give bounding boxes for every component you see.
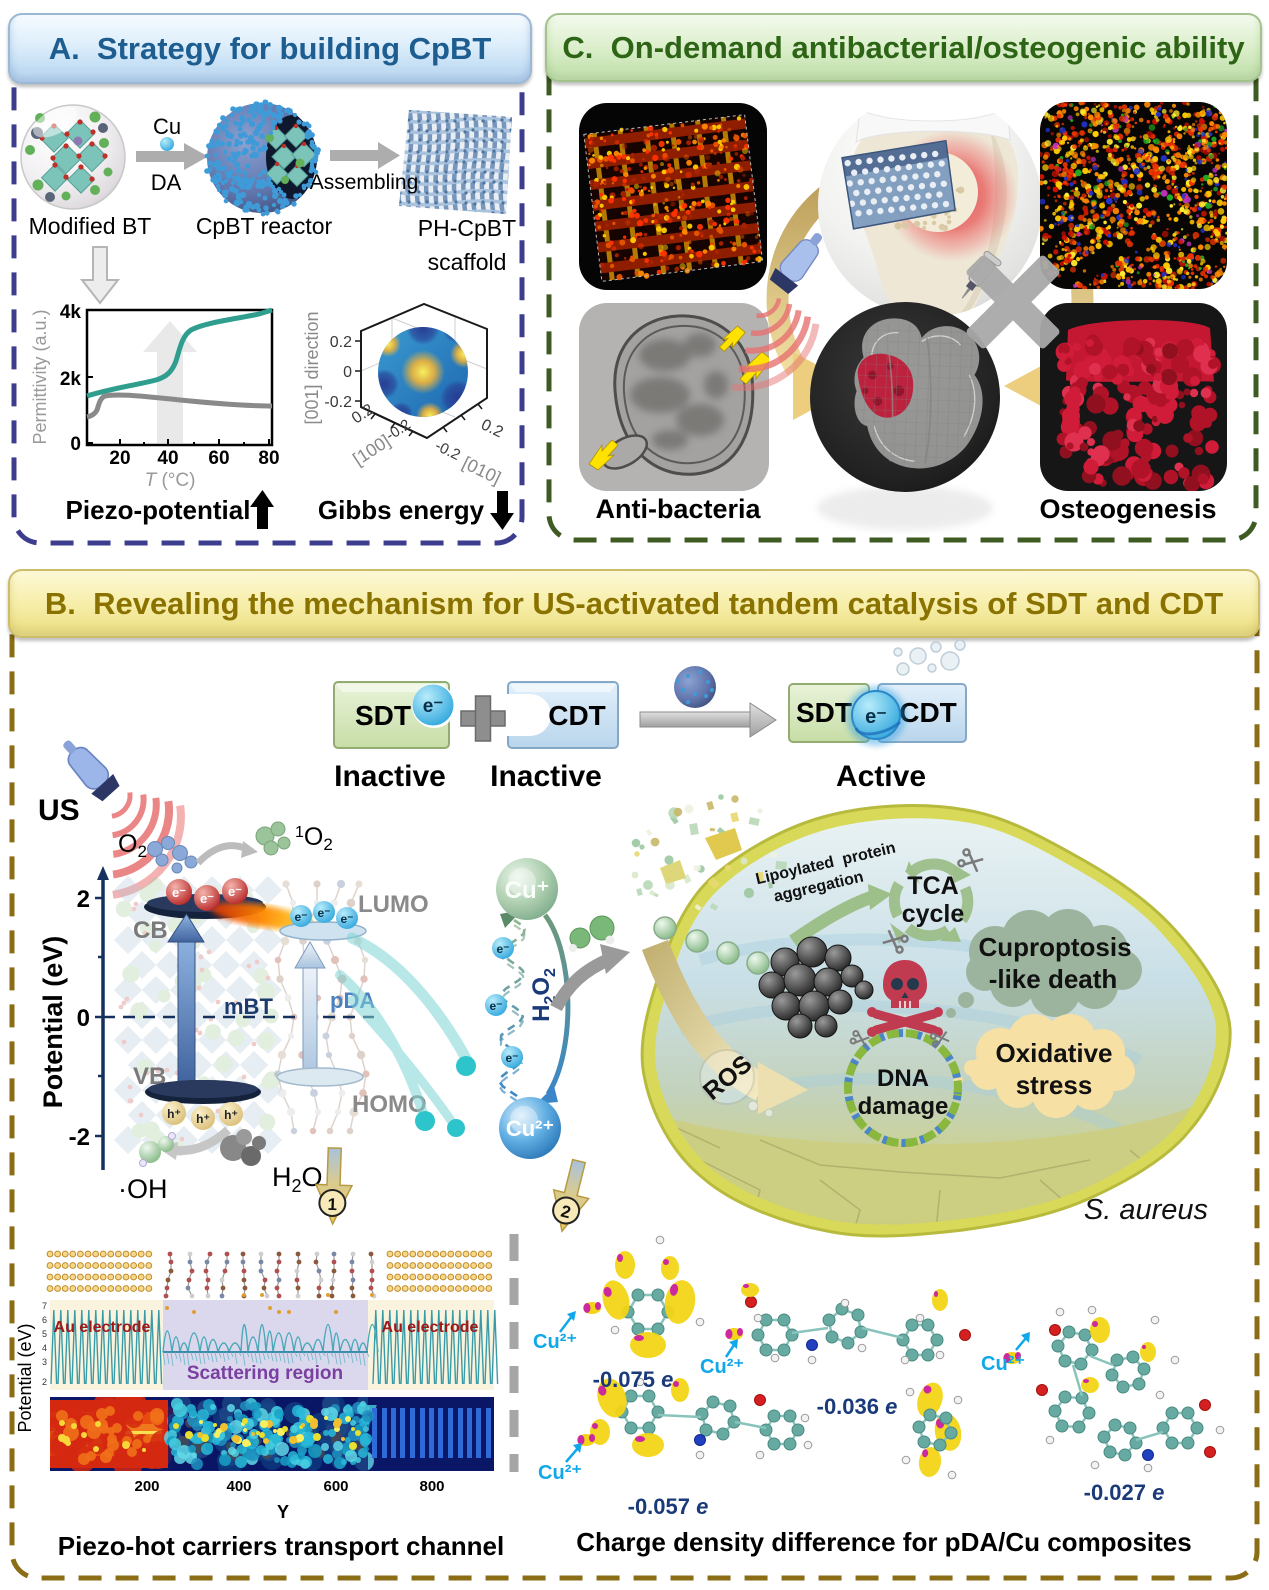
svg-text:Cu²⁺: Cu²⁺ (538, 1462, 582, 1484)
svg-text:h⁺: h⁺ (196, 1112, 210, 1126)
svg-text:Au electrode: Au electrode (54, 1319, 151, 1336)
svg-text:e⁻: e⁻ (340, 912, 353, 926)
svg-text:4k: 4k (60, 302, 82, 323)
svg-text:e⁻: e⁻ (294, 910, 307, 924)
svg-text:Piezo-potential: Piezo-potential (66, 495, 251, 525)
svg-text:-0.075 e: -0.075 e (593, 1367, 674, 1392)
svg-text:Charge density difference for: Charge density difference for pDA/Cu com… (576, 1527, 1191, 1557)
svg-text:7: 7 (42, 1301, 47, 1311)
svg-text:Au electrode: Au electrode (382, 1319, 479, 1336)
svg-text:1: 1 (327, 1195, 337, 1214)
svg-text:scaffold: scaffold (428, 249, 507, 275)
svg-text:LUMO: LUMO (358, 891, 429, 918)
svg-text:cycle: cycle (902, 900, 965, 928)
svg-text:0: 0 (343, 364, 352, 381)
svg-text:S. aureus: S. aureus (1084, 1194, 1208, 1226)
svg-text:0.2: 0.2 (330, 334, 352, 351)
svg-text:200: 200 (134, 1478, 159, 1495)
svg-text:e⁻: e⁻ (172, 885, 186, 900)
svg-text:80: 80 (258, 448, 279, 469)
svg-text:[001] direction: [001] direction (302, 311, 322, 424)
svg-text:1O2: 1O2 (295, 823, 333, 854)
svg-text:Cu²⁺: Cu²⁺ (700, 1356, 744, 1378)
svg-text:Cu²⁺: Cu²⁺ (506, 1116, 554, 1141)
svg-text:e⁻: e⁻ (200, 891, 214, 906)
svg-text:3: 3 (42, 1357, 47, 1367)
svg-text:-0.036 e: -0.036 e (817, 1394, 898, 1419)
svg-text:CB: CB (133, 917, 168, 944)
svg-text:6: 6 (42, 1315, 47, 1325)
svg-text:CDT: CDT (899, 697, 957, 728)
svg-text:Inactive: Inactive (334, 760, 446, 793)
svg-text:Cu⁺: Cu⁺ (505, 877, 550, 904)
svg-text:Cu²⁺: Cu²⁺ (981, 1353, 1025, 1375)
svg-text:e⁻: e⁻ (228, 884, 242, 899)
svg-text:US: US (38, 794, 80, 827)
svg-text:-2: -2 (69, 1124, 90, 1151)
svg-text:Potential (eV): Potential (eV) (38, 936, 68, 1109)
svg-text:SDT: SDT (796, 697, 852, 728)
svg-text:0: 0 (70, 434, 81, 455)
svg-text:Cu²⁺: Cu²⁺ (533, 1331, 577, 1353)
svg-text:2k: 2k (60, 369, 82, 390)
svg-text:Inactive: Inactive (490, 760, 602, 793)
svg-text:2: 2 (77, 886, 90, 913)
svg-text:600: 600 (323, 1478, 348, 1495)
svg-text:-0.057 e: -0.057 e (628, 1494, 709, 1519)
svg-text:damage: damage (858, 1093, 949, 1120)
svg-text:-0.2: -0.2 (324, 394, 352, 411)
svg-text:Cu: Cu (153, 114, 181, 139)
svg-text:40: 40 (157, 448, 178, 469)
svg-text:20: 20 (109, 448, 130, 469)
svg-text:PH-CpBT: PH-CpBT (418, 215, 516, 241)
svg-text:e⁻: e⁻ (865, 706, 887, 728)
svg-text:-0.027 e: -0.027 e (1084, 1480, 1165, 1505)
svg-text:Active: Active (836, 760, 926, 793)
svg-text:SDT: SDT (355, 700, 411, 731)
svg-text:Modified BT: Modified BT (29, 213, 152, 239)
svg-text:60: 60 (208, 448, 229, 469)
svg-text:5: 5 (42, 1329, 47, 1339)
svg-text:h⁺: h⁺ (167, 1107, 181, 1121)
svg-text:4: 4 (42, 1343, 47, 1353)
svg-text:Y: Y (277, 1502, 289, 1522)
svg-text:Potential (eV): Potential (eV) (15, 1323, 35, 1432)
svg-text:Piezo-hot carriers transport c: Piezo-hot carriers transport channel (58, 1531, 504, 1561)
svg-text:h⁺: h⁺ (224, 1108, 238, 1122)
svg-text:-like death: -like death (989, 964, 1118, 994)
svg-text:CpBT reactor: CpBT reactor (196, 213, 333, 239)
svg-text:800: 800 (419, 1478, 444, 1495)
svg-text:400: 400 (226, 1478, 251, 1495)
svg-text:Scattering region: Scattering region (187, 1363, 343, 1384)
svg-text:stress: stress (1016, 1070, 1093, 1100)
svg-text:TCA: TCA (907, 872, 958, 900)
svg-text:e⁻: e⁻ (489, 999, 502, 1013)
svg-text:e⁻: e⁻ (423, 696, 444, 717)
svg-text:Permittivity (a.u.): Permittivity (a.u.) (30, 309, 50, 444)
svg-text:Gibbs energy: Gibbs energy (318, 495, 485, 525)
svg-text:H2O2: H2O2 (528, 968, 559, 1022)
svg-text:T (°C): T (°C) (145, 470, 196, 491)
svg-text:e⁻: e⁻ (496, 942, 509, 956)
svg-text:e⁻: e⁻ (505, 1051, 518, 1065)
svg-text:Oxidative: Oxidative (995, 1038, 1112, 1068)
svg-text:mBT: mBT (224, 994, 273, 1019)
svg-text:Cuproptosis: Cuproptosis (978, 932, 1131, 962)
svg-text:CDT: CDT (548, 700, 606, 731)
svg-text:e⁻: e⁻ (317, 906, 330, 920)
svg-text:DNA: DNA (877, 1065, 929, 1092)
svg-text:Assembling: Assembling (310, 171, 419, 194)
svg-text:2: 2 (42, 1377, 47, 1387)
svg-text:DA: DA (151, 170, 182, 195)
svg-text:0: 0 (77, 1005, 90, 1032)
svg-text:·OH: ·OH (118, 1174, 168, 1204)
svg-text:H2O: H2O (272, 1162, 323, 1196)
